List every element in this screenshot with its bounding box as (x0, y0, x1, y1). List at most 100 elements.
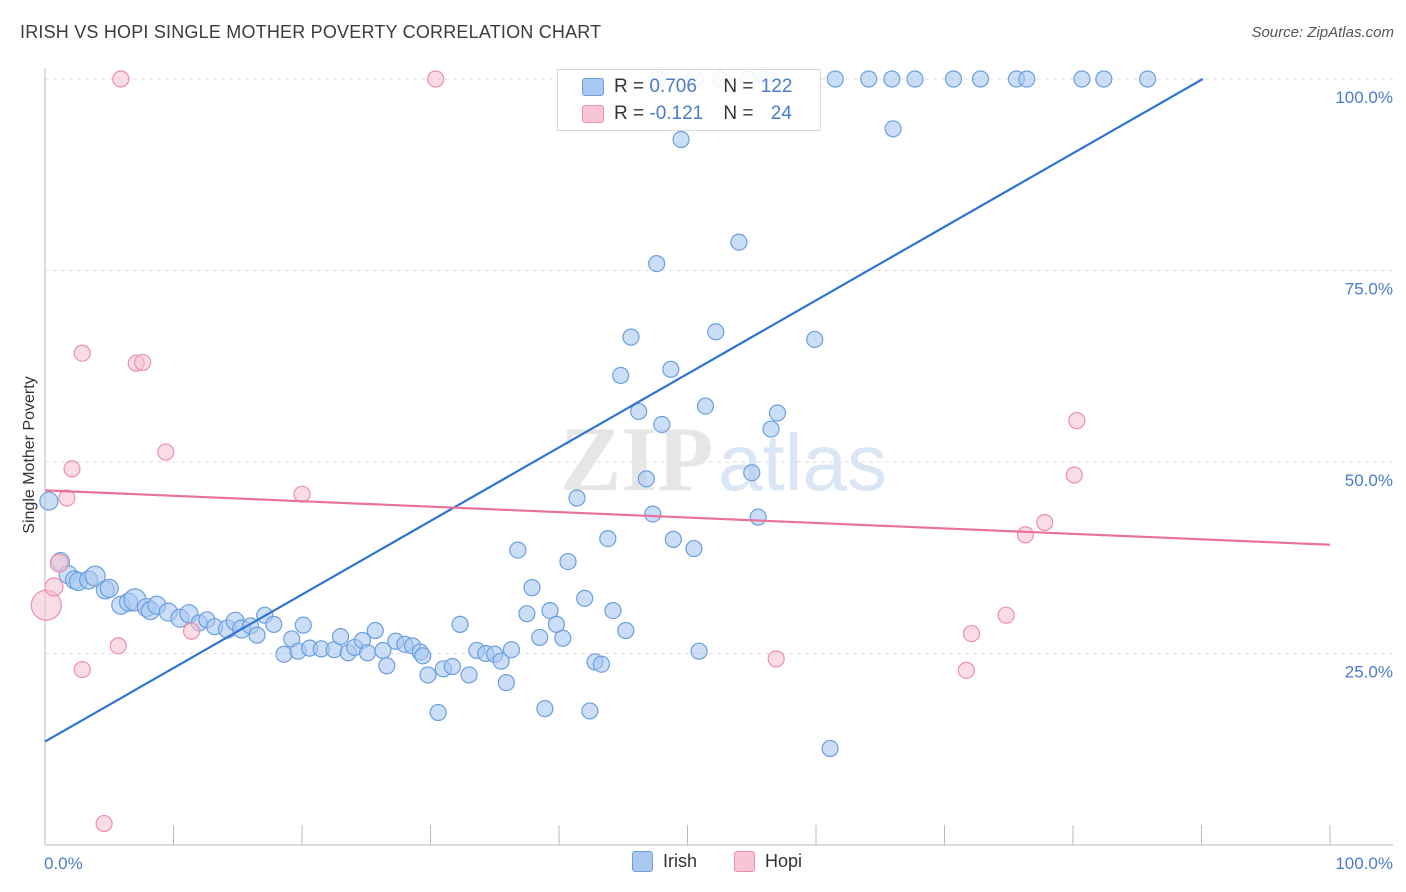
irish-point (366, 621, 384, 640)
irish-point (331, 628, 350, 646)
irish-point (860, 70, 878, 88)
grid-lines (45, 78, 1393, 654)
irish-point (492, 652, 510, 670)
hopi-point (767, 650, 785, 668)
y-tick-label: 25.0% (1345, 663, 1393, 682)
irish-point (617, 621, 635, 640)
hopi-point (962, 624, 981, 643)
hopi-point (157, 443, 175, 461)
irish-point (1138, 70, 1157, 88)
watermark-atlas: atlas (718, 418, 887, 507)
tick-labels: 25.0% 50.0% 75.0% 100.0% 0.0% 100.0% (44, 88, 1393, 873)
hopi-point (1065, 466, 1083, 484)
irish-point (672, 130, 690, 149)
hopi-point (73, 344, 91, 362)
irish-point (509, 541, 527, 559)
irish-point (637, 470, 655, 488)
axes (44, 68, 1393, 846)
irish-point (443, 657, 461, 676)
irish-point (653, 415, 671, 434)
legend-n-label: N = (723, 76, 759, 97)
irish-point (429, 703, 447, 722)
hopi-point (293, 485, 311, 503)
hopi-point (957, 661, 975, 679)
legend-label-hopi: Hopi (765, 851, 803, 871)
legend-n-label: N = (723, 103, 759, 124)
hopi-point (73, 660, 91, 679)
irish-point (523, 579, 541, 597)
irish-point (581, 702, 599, 720)
legend-r-value: -0.121 (649, 103, 704, 124)
watermark-zip: ZIP (560, 408, 713, 510)
irish-point (690, 642, 708, 660)
stats-legend: R = 0.706 N = 122 R = -0.121 N = 24 (557, 69, 821, 131)
irish-point (806, 330, 824, 349)
irish-point (497, 674, 515, 692)
irish-point (358, 644, 377, 662)
irish-point (451, 615, 469, 633)
hopi-point (1068, 412, 1086, 430)
irish-point (99, 578, 119, 598)
irish-point (265, 615, 283, 633)
legend-label-irish: Irish (663, 851, 698, 871)
irish-point (568, 489, 586, 507)
irish-point (1018, 70, 1036, 88)
irish-point (592, 655, 611, 673)
irish-point (541, 602, 559, 620)
irish-point (622, 328, 640, 346)
irish-point (554, 629, 572, 647)
irish-point (971, 70, 990, 88)
hopi-point (997, 606, 1015, 624)
hopi-point (58, 489, 76, 507)
irish-point (644, 505, 662, 523)
irish-point (275, 645, 293, 663)
hopi-swatch (582, 105, 604, 123)
irish-point (743, 464, 761, 482)
irish-swatch (582, 78, 604, 96)
legend-r-value: 0.706 (649, 76, 697, 97)
irish-point (707, 323, 725, 341)
source-label: Source: ZipAtlas.com (1251, 24, 1394, 41)
irish-point (518, 605, 536, 623)
series-legend: Irish Hopi (0, 851, 1406, 877)
irish-point (84, 565, 106, 587)
irish-point (559, 552, 577, 571)
hopi-point (63, 460, 81, 478)
hopi-point (49, 553, 69, 573)
irish-point (294, 616, 312, 634)
trend-lines (44, 78, 1331, 743)
hopi-point (1016, 526, 1035, 544)
irish-point (821, 739, 839, 758)
x-tick-label: 0.0% (44, 854, 83, 873)
irish-point (648, 255, 666, 273)
hopi-trend-line (44, 489, 1331, 546)
irish-point (749, 508, 767, 526)
irish-point (685, 539, 703, 558)
irish-point (768, 404, 787, 422)
x-tick-label: 100.0% (1335, 854, 1393, 873)
irish-point (612, 366, 630, 385)
hopi-point (44, 577, 64, 597)
data-points (30, 70, 1157, 833)
irish-swatch (632, 851, 653, 872)
y-tick-label: 100.0% (1335, 88, 1393, 107)
irish-point (599, 529, 617, 548)
hopi-point (109, 637, 127, 655)
irish-point (1095, 70, 1113, 88)
hopi-point (95, 814, 113, 833)
legend-item-hopi: Hopi (734, 851, 802, 872)
legend-n-value: 24 (770, 103, 792, 124)
chart-title: IRISH VS HOPI SINGLE MOTHER POVERTY CORR… (20, 22, 602, 42)
y-tick-label: 75.0% (1345, 280, 1393, 299)
hopi-point (134, 353, 152, 372)
hopi-point (182, 622, 201, 640)
irish-point (730, 233, 748, 251)
irish-point (884, 120, 902, 138)
irish-point (604, 602, 622, 620)
legend-row-hopi: R = -0.121 N = 24 (582, 101, 792, 127)
irish-point (39, 491, 59, 511)
irish-point (502, 641, 521, 659)
hopi-swatch (734, 851, 755, 872)
irish-point (662, 360, 680, 378)
